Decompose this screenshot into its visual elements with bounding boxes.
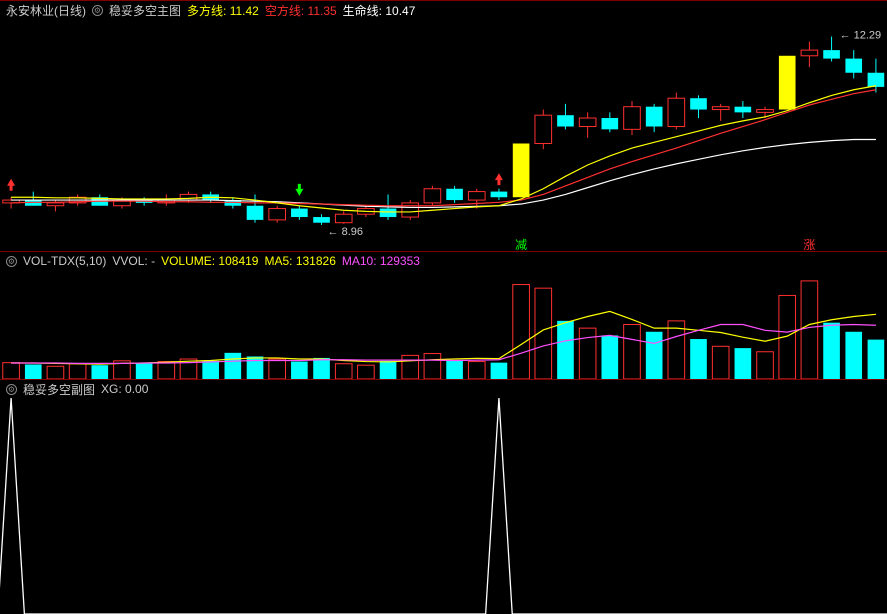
- xg-label: XG: 0.00: [101, 382, 148, 396]
- stock-title: 永安林业(日线): [6, 2, 86, 19]
- indicator-name: 稳妥多空主图: [109, 2, 181, 19]
- ma10-label: MA10: 129353: [342, 254, 420, 268]
- volume-chart-area[interactable]: [0, 270, 887, 379]
- sub-indicator-panel: ⚙ 稳妥多空副图 XG: 0.00: [0, 379, 887, 614]
- vvol-label: VVOL: -: [112, 254, 155, 268]
- volume-panel: ⚙ VOL-TDX(5,10) VVOL: - VOLUME: 108419 M…: [0, 251, 887, 379]
- gear-icon[interactable]: ⚙: [6, 256, 17, 267]
- svg-text:← 8.96: ← 8.96: [328, 226, 363, 238]
- main-chart-header: 永安林业(日线) ⚙ 稳妥多空主图 多方线: 11.42 空方线: 11.35 …: [0, 1, 887, 19]
- sub-title: 稳妥多空副图: [23, 381, 95, 398]
- gear-icon[interactable]: ⚙: [92, 5, 103, 16]
- duofang-label: 多方线: 11.42: [187, 2, 259, 19]
- main-chart-area[interactable]: ← 12.29 ← 8.96 减 涨: [0, 19, 887, 251]
- vol-title: VOL-TDX(5,10): [23, 254, 106, 268]
- main-chart-panel: 永安林业(日线) ⚙ 稳妥多空主图 多方线: 11.42 空方线: 11.35 …: [0, 0, 887, 251]
- svg-text:← 12.29: ← 12.29: [840, 30, 882, 42]
- volume-label: VOLUME: 108419: [161, 254, 258, 268]
- gear-icon[interactable]: ⚙: [6, 384, 17, 395]
- sub-chart-area[interactable]: [0, 398, 887, 614]
- sub-header: ⚙ 稳妥多空副图 XG: 0.00: [0, 380, 887, 398]
- svg-text:涨: 涨: [803, 237, 815, 251]
- volume-header: ⚙ VOL-TDX(5,10) VVOL: - VOLUME: 108419 M…: [0, 252, 887, 270]
- shengming-label: 生命线: 10.47: [343, 2, 416, 19]
- svg-text:减: 减: [515, 238, 527, 251]
- ma5-label: MA5: 131826: [264, 254, 335, 268]
- kongfang-label: 空方线: 11.35: [265, 2, 337, 19]
